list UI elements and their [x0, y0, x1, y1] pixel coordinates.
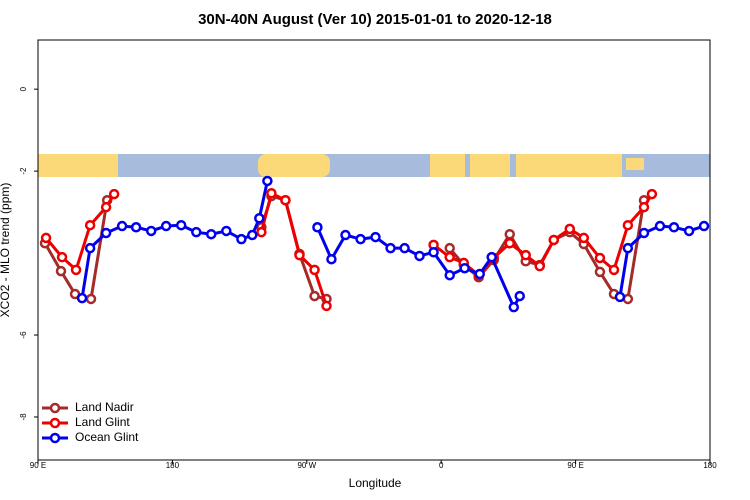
x-tick-label: 90 E — [567, 461, 583, 470]
data-point — [459, 262, 470, 274]
data-point — [638, 227, 650, 239]
data-point — [564, 223, 576, 235]
land-patch — [516, 154, 622, 177]
data-point — [85, 293, 97, 305]
data-point — [594, 266, 606, 278]
data-point — [514, 290, 525, 302]
x-tick-label: 90 E — [30, 461, 46, 470]
data-point — [622, 242, 634, 254]
data-point — [309, 290, 320, 302]
data-point — [191, 226, 202, 238]
series-line — [448, 199, 646, 301]
data-point — [221, 225, 232, 237]
y-axis-label: XCO2 - MLO trend (ppm) — [0, 183, 12, 318]
x-tick-label: 0 — [439, 461, 444, 470]
data-point — [504, 228, 515, 240]
data-point — [399, 242, 410, 254]
data-point — [504, 237, 515, 249]
data-point — [145, 225, 157, 237]
data-point — [444, 251, 455, 263]
data-point — [160, 220, 172, 232]
data-point — [622, 219, 634, 231]
data-point — [100, 201, 112, 213]
data-point — [683, 225, 695, 237]
data-point — [486, 251, 497, 263]
data-point — [508, 301, 520, 313]
series-line — [259, 194, 327, 301]
data-point — [654, 220, 666, 232]
data-point — [262, 175, 273, 187]
data-point — [100, 227, 112, 239]
plot-frame — [37, 39, 711, 461]
data-point — [474, 268, 485, 280]
data-point — [638, 201, 650, 213]
series-line — [259, 191, 328, 307]
data-point — [55, 265, 67, 277]
legend-label: Ocean Glint — [75, 430, 139, 444]
land-patch — [258, 154, 330, 177]
data-point — [116, 220, 128, 232]
x-tick-label: 90 W — [297, 461, 316, 470]
data-point — [130, 222, 142, 233]
land-patch — [626, 158, 644, 170]
data-point — [444, 242, 455, 254]
data-point — [414, 250, 425, 262]
data-point — [594, 252, 606, 264]
data-point — [70, 264, 82, 276]
data-point — [698, 220, 710, 232]
data-point — [84, 219, 96, 231]
data-point — [247, 229, 258, 241]
data-point — [444, 269, 455, 281]
data-point — [370, 231, 381, 243]
chart-title: 30N-40N August (Ver 10) 2015-01-01 to 20… — [198, 11, 552, 28]
data-point — [294, 249, 305, 261]
data-point — [205, 228, 217, 240]
data-point — [76, 292, 88, 304]
data-point — [84, 242, 96, 254]
x-tick-label: 180 — [166, 461, 180, 470]
land-patch — [38, 154, 118, 177]
data-point — [108, 188, 120, 200]
data-point — [236, 233, 247, 245]
land-patch — [470, 154, 510, 177]
data-point — [385, 242, 396, 254]
map-strip — [38, 154, 710, 177]
data-point — [355, 233, 366, 245]
data-point — [175, 219, 187, 231]
data-point — [256, 226, 267, 238]
x-tick-label: 180 — [703, 461, 717, 470]
data-point — [312, 222, 323, 233]
y-tick-label: -6 — [19, 331, 28, 339]
y-tick-label: -8 — [19, 413, 28, 421]
data-point — [254, 212, 265, 224]
x-axis-label: Longitude — [349, 476, 402, 490]
data-point — [309, 264, 320, 276]
data-point — [608, 264, 620, 276]
y-tick-label: 0 — [19, 86, 28, 91]
legend-marker — [49, 417, 61, 429]
legend-label: Land Nadir — [75, 400, 134, 414]
data-point — [326, 253, 337, 265]
legend-marker — [49, 402, 61, 414]
legend-label: Land Glint — [75, 415, 130, 429]
data-point — [548, 234, 560, 246]
data-point — [614, 291, 626, 303]
data-point — [266, 187, 277, 199]
data-point — [668, 222, 680, 233]
data-point — [646, 188, 658, 200]
data-point — [578, 232, 590, 244]
data-point — [321, 300, 332, 312]
data-point — [428, 247, 439, 258]
data-point — [280, 194, 291, 206]
data-point — [56, 251, 68, 263]
y-tick-label: -2 — [19, 167, 28, 175]
land-patch — [430, 154, 465, 177]
series-line — [432, 193, 654, 278]
data-point — [40, 232, 52, 244]
data-point — [520, 249, 531, 261]
data-point — [534, 260, 546, 272]
legend-marker — [49, 432, 61, 444]
data-point — [340, 229, 351, 241]
